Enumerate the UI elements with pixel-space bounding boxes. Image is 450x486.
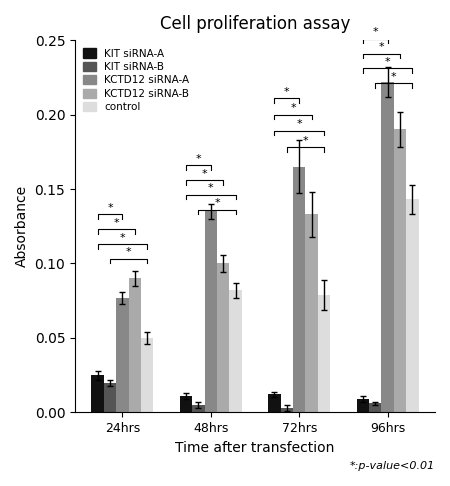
Bar [230,290,242,412]
Text: *: * [297,120,302,129]
Bar [268,395,281,412]
Bar [394,129,406,412]
Text: *: * [373,27,378,37]
Legend: KIT siRNA-A, KIT siRNA-B, KCTD12 siRNA-A, KCTD12 siRNA-B, control: KIT siRNA-A, KIT siRNA-B, KCTD12 siRNA-A… [80,45,193,115]
Bar [217,263,230,412]
Text: *: * [214,198,220,208]
Bar [180,396,192,412]
Bar [205,211,217,412]
Bar [293,167,306,412]
Text: *: * [385,57,391,67]
Bar [382,82,394,412]
Text: *: * [208,184,214,193]
Bar [141,338,153,412]
Bar [369,403,382,412]
Bar [281,408,293,412]
Text: *: * [126,247,131,258]
Text: *: * [391,72,397,82]
Text: *: * [379,42,384,52]
Bar [116,298,129,412]
Y-axis label: Absorbance: Absorbance [15,185,29,267]
Text: *: * [302,136,308,146]
Text: *: * [202,169,207,178]
Text: *: * [120,233,125,243]
X-axis label: Time after transfection: Time after transfection [176,441,335,454]
Text: *: * [196,154,201,164]
Bar [192,405,205,412]
Bar [129,278,141,412]
Bar [91,375,104,412]
Bar [306,214,318,412]
Text: *: * [290,103,296,113]
Bar [406,199,419,412]
Title: Cell proliferation assay: Cell proliferation assay [160,15,350,33]
Text: *: * [113,218,119,228]
Text: *: * [284,87,290,97]
Bar [104,382,116,412]
Bar [318,295,330,412]
Bar [357,399,369,412]
Text: *: * [107,203,113,213]
Text: *:p-value<0.01: *:p-value<0.01 [350,461,435,471]
